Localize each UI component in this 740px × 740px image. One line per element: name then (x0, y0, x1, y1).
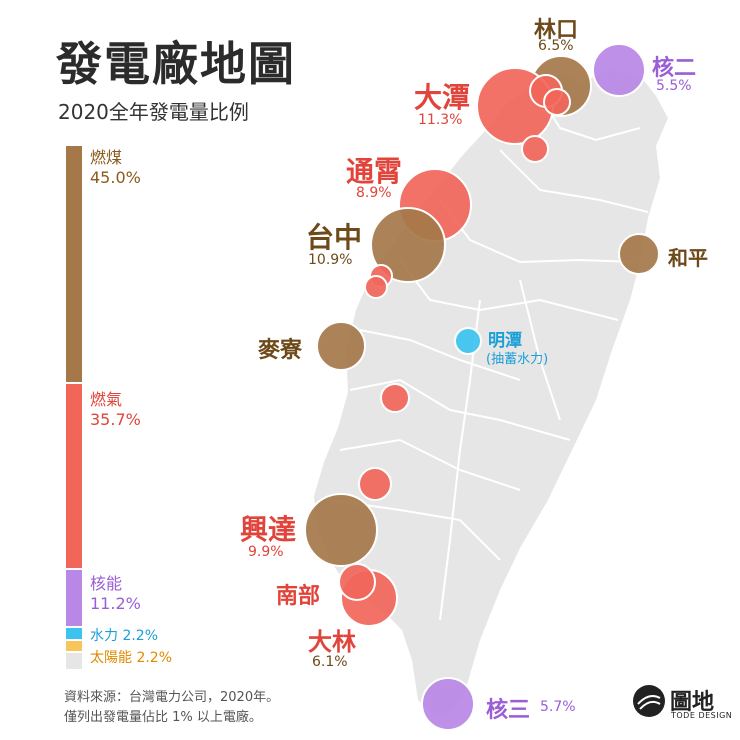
plant-taichung-label: 台中 (306, 221, 363, 254)
legend-bar-solar (66, 641, 82, 651)
plant-linkou-percent: 6.5% (538, 38, 574, 54)
legend-label-gas: 燃氣 35.7% (90, 390, 141, 429)
plant-talin-percent: 6.1% (312, 654, 348, 670)
plant-chiayi-circle (380, 383, 410, 413)
plant-hsinta-percent: 9.9% (248, 544, 284, 560)
legend-label-hydro: 水力 2.2% (90, 628, 159, 644)
source-note: 資料來源：台灣電力公司，2020年。 僅列出發電量佔比 1% 以上電廠。 (64, 688, 279, 728)
plant-hoping-circle (618, 233, 660, 275)
logo-name: 圖地 (670, 690, 715, 715)
legend-bar-nuclear (66, 570, 82, 626)
plant-small-north-circle (521, 135, 549, 163)
plant-hsieh-ho-circle (543, 88, 571, 116)
legend-label-nuclear: 核能 11.2% (90, 574, 141, 613)
plant-maanshan-label: 核三 (486, 698, 531, 723)
legend-bar-hydro (66, 628, 82, 639)
plant-maanshan-circle (421, 677, 475, 731)
legend-label-coal: 燃煤 45.0% (90, 148, 141, 187)
plant-mingtan-circle (454, 327, 482, 355)
plant-linkou-label: 林口 (534, 18, 579, 43)
page-title: 發電廠地圖 (56, 37, 296, 91)
plant-tunghsiao-label: 通霄 (346, 155, 403, 188)
tode-logo-icon (633, 685, 665, 717)
plant-tatan-percent: 11.3% (418, 112, 463, 128)
plant-tainan-circle (358, 467, 392, 501)
legend-label-solar: 太陽能 2.2% (90, 650, 173, 666)
plant-mailiao-label: 麥寮 (258, 338, 303, 363)
page-subtitle: 2020全年發電量比例 (58, 100, 249, 124)
plant-hoping-label: 和平 (668, 246, 708, 270)
plant-tunghsiao-percent: 8.9% (356, 185, 392, 201)
plant-hsinta-label: 興達 (240, 513, 297, 546)
plant-hsinta-circle (304, 493, 378, 567)
taiwan-island (314, 70, 668, 716)
plant-kuosheng-label: 核二 (652, 56, 697, 81)
source-line-2: 僅列出發電量佔比 1% 以上電廠。 (64, 710, 262, 725)
plant-circles (304, 43, 660, 731)
plant-maanshan-percent: 5.7% (540, 699, 576, 715)
plant-kuosheng-percent: 5.5% (656, 78, 692, 94)
plant-mailiao-circle (316, 321, 366, 371)
legend-bar-gas (66, 384, 82, 568)
logo-subtitle: TODE DESIGN (671, 711, 733, 720)
plant-nanbu-circle (338, 563, 376, 601)
plant-mingtan-label: 明潭 (488, 331, 522, 351)
plant-taichung-percent: 10.9% (308, 252, 353, 268)
plant-talin-label: 大林 (308, 628, 356, 656)
legend-bar-coal (66, 146, 82, 382)
plant-nanbu-label: 南部 (276, 584, 321, 609)
plant-taichung-circle (370, 207, 446, 283)
plant-small-2-circle (364, 275, 388, 299)
source-line-1: 資料來源：台灣電力公司，2020年。 (64, 690, 280, 705)
plant-tatan-label: 大潭 (414, 81, 471, 114)
plant-mingtan-note: (抽蓄水力) (486, 352, 549, 367)
legend-bar-other (66, 653, 82, 669)
plant-kuosheng-circle (592, 43, 646, 97)
